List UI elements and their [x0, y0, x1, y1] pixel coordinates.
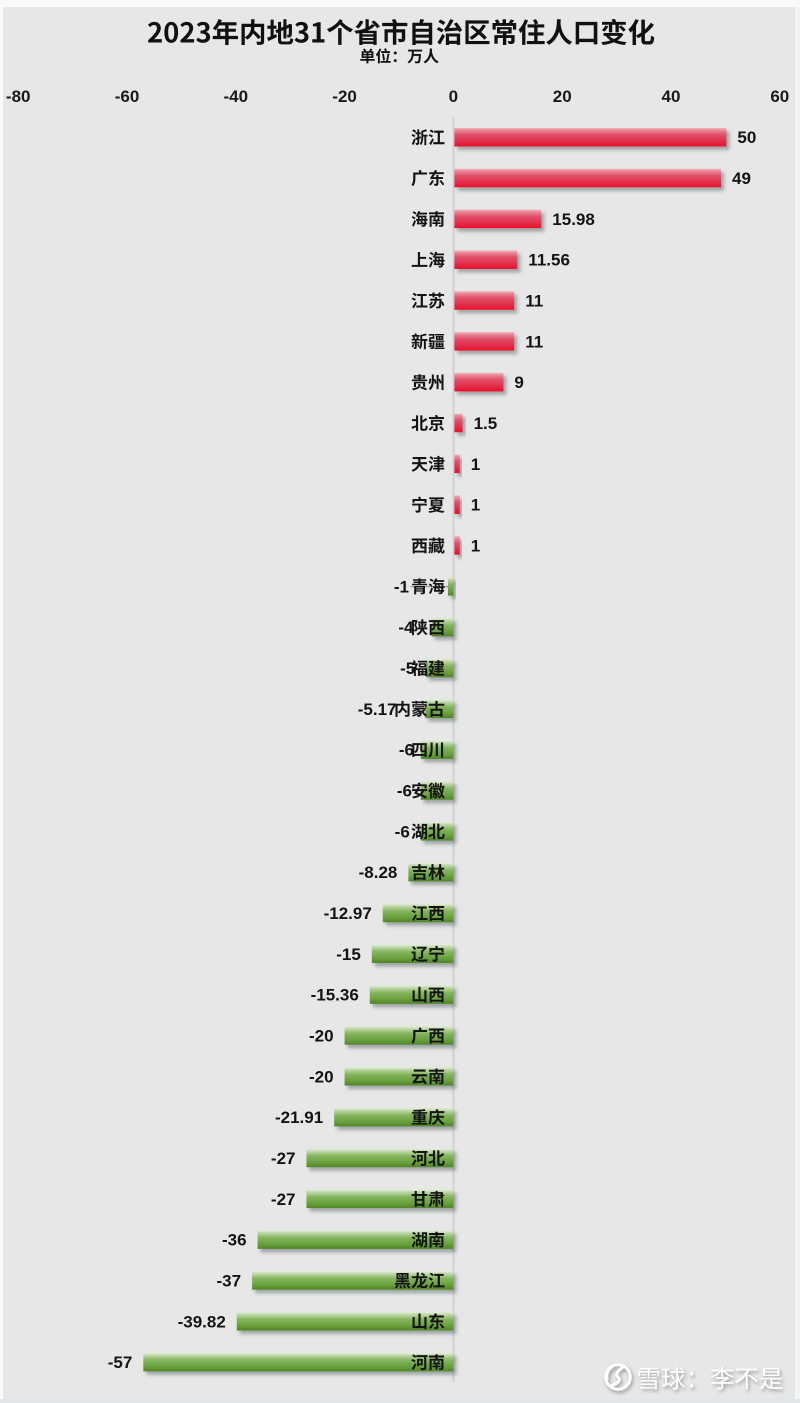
svg-text:11.56: 11.56 — [528, 251, 570, 270]
svg-text:-15: -15 — [336, 945, 361, 964]
svg-text:15.98: 15.98 — [552, 210, 595, 229]
svg-text:-57: -57 — [108, 1353, 133, 1372]
svg-text:-37: -37 — [217, 1271, 242, 1290]
svg-text:-6: -6 — [397, 782, 412, 801]
svg-text:1: 1 — [471, 537, 480, 556]
svg-text:-40: -40 — [224, 87, 249, 106]
svg-text:40: 40 — [662, 87, 681, 106]
svg-text:-20: -20 — [309, 1027, 334, 1046]
svg-text:49: 49 — [732, 169, 751, 188]
svg-text:-60: -60 — [115, 87, 140, 106]
svg-text:0: 0 — [449, 87, 458, 106]
svg-text:-4: -4 — [398, 618, 414, 637]
svg-text:-20: -20 — [309, 1067, 334, 1086]
svg-text:-12.97: -12.97 — [324, 904, 372, 923]
svg-text:-27: -27 — [271, 1149, 296, 1168]
svg-text:50: 50 — [737, 128, 756, 147]
svg-text:-5: -5 — [400, 659, 415, 678]
svg-text:-27: -27 — [271, 1190, 296, 1209]
svg-text:-21.91: -21.91 — [275, 1108, 323, 1127]
svg-text:-6: -6 — [395, 822, 410, 841]
svg-text:-6: -6 — [399, 741, 414, 760]
svg-text:11: 11 — [525, 332, 543, 351]
svg-text:60: 60 — [770, 87, 789, 106]
svg-text:20: 20 — [553, 87, 572, 106]
svg-text:1: 1 — [471, 455, 480, 474]
svg-text:-1: -1 — [394, 577, 409, 596]
svg-text:-39.82: -39.82 — [178, 1312, 226, 1331]
svg-text:1: 1 — [471, 496, 480, 515]
svg-text:9: 9 — [514, 373, 523, 392]
svg-text:-8.28: -8.28 — [359, 863, 398, 882]
svg-text:-5.17: -5.17 — [358, 700, 397, 719]
svg-text:-36: -36 — [222, 1231, 247, 1250]
svg-text:11: 11 — [525, 292, 543, 311]
svg-text:-20: -20 — [332, 87, 357, 106]
svg-text:-80: -80 — [6, 87, 31, 106]
svg-text:1.5: 1.5 — [474, 414, 498, 433]
svg-text:-15.36: -15.36 — [311, 986, 359, 1005]
